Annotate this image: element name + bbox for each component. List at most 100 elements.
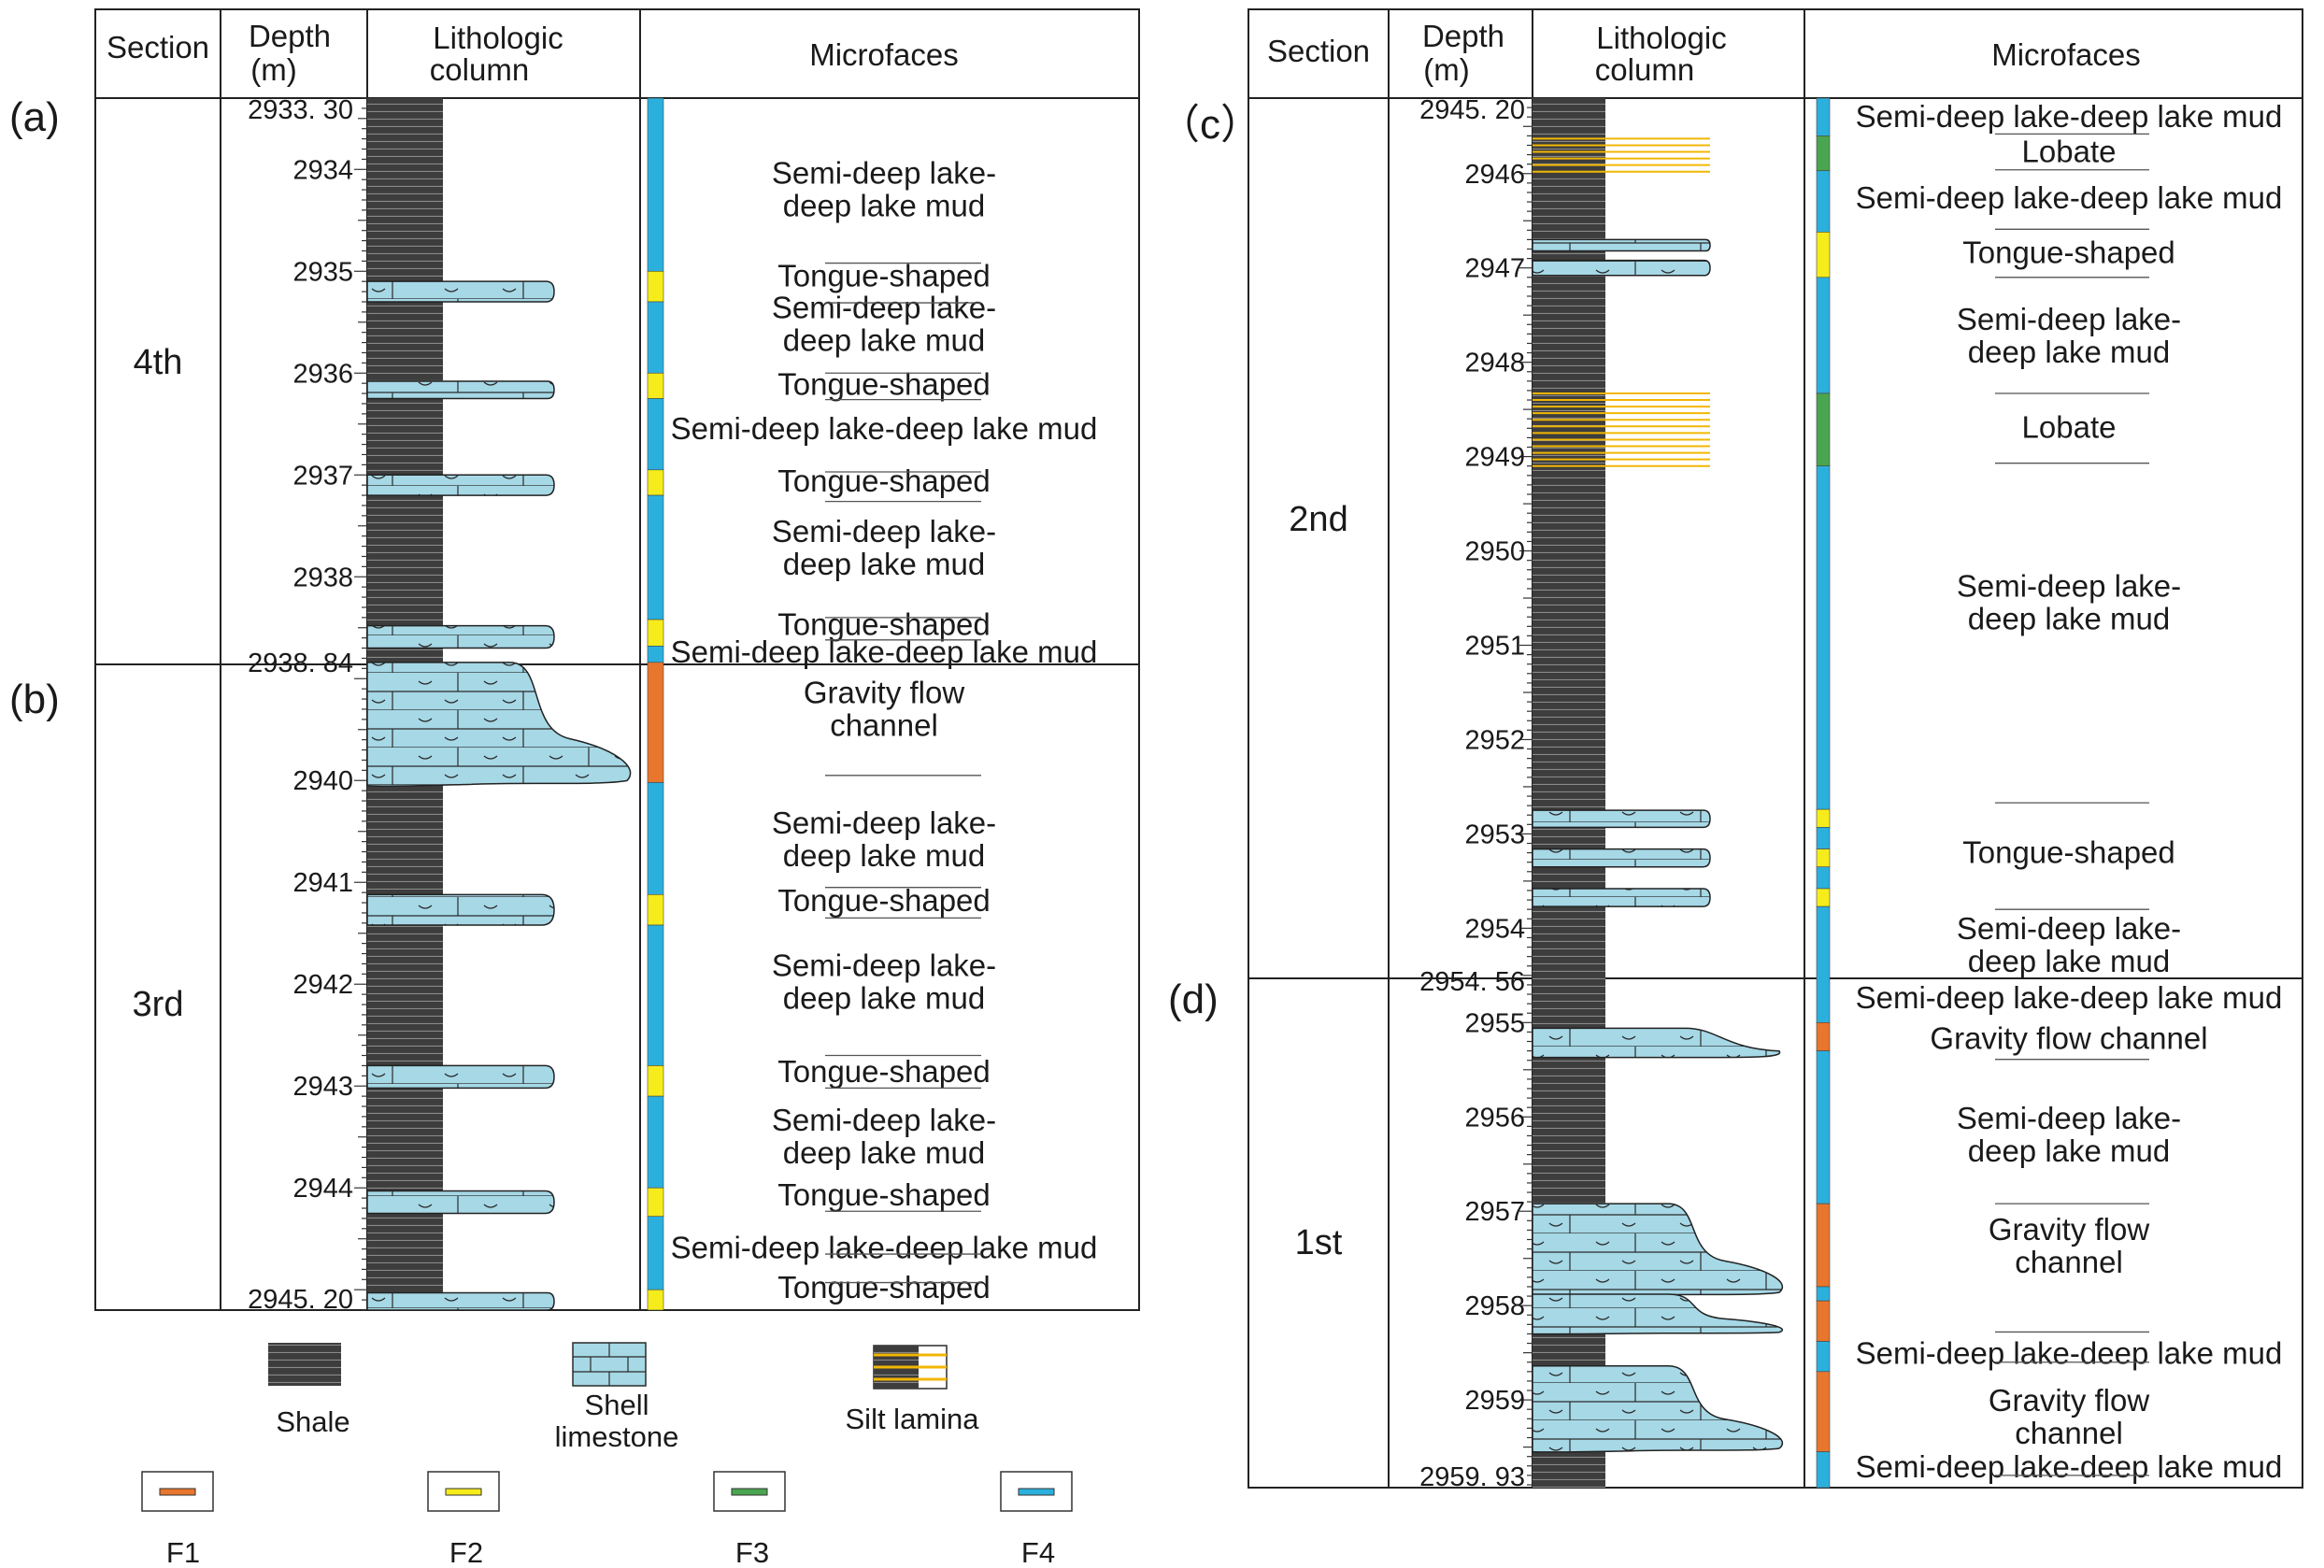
microfacies-label: deep lake mud [783, 981, 985, 1016]
microfacies-label: deep lake mud [1968, 1133, 2170, 1168]
legend-shale-swatch [268, 1343, 341, 1386]
depth-label: 2940 [292, 766, 353, 796]
shell-limestone-bed [366, 893, 555, 926]
left-table-frame [94, 8, 1140, 1311]
facies-bar-segment [1816, 848, 1831, 868]
microfacies-label: Tongue-shaped [777, 1177, 991, 1212]
left-table: Section Depth (m) Lithologic column Micr… [94, 8, 1140, 1315]
right-header-section: Section [1267, 34, 1370, 68]
microfacies-label: Semi-deep lake-deep lake mud [1856, 1449, 2283, 1484]
shell-limestone-bed [366, 662, 632, 787]
depth-label: 2953 [1464, 820, 1525, 849]
facies-bar-segment [1816, 135, 1831, 172]
facies-bar-segment [1816, 465, 1831, 810]
shell-limestone-bed [1532, 1027, 1781, 1059]
microfacies-label: Semi-deep lake- [1957, 911, 2181, 946]
microfacies-label: deep lake mud [783, 189, 985, 223]
facies-bar-segment [1816, 1341, 1831, 1373]
shell-limestone-bed [1532, 238, 1711, 252]
depth-label: 2954. 56 [1419, 967, 1525, 997]
shell-limestone-bed [1532, 1203, 1784, 1298]
facies-bar-segment [647, 270, 664, 303]
shell-limestone-bed [366, 1190, 555, 1215]
facies-bar-segment [647, 1216, 664, 1290]
legend-f4-label: F4 [1021, 1536, 1055, 1568]
section-label: 2nd [1289, 500, 1347, 539]
microfacies-label: Gravity flow [1989, 1383, 2150, 1418]
depth-label: 2952 [1464, 725, 1525, 755]
microfacies-label: deep lake mud [1968, 335, 2170, 369]
microfacies-label: Semi-deep lake-deep lake mud [1856, 99, 2283, 134]
microfacies-label: Tongue-shaped [777, 463, 991, 498]
shell-limestone-bed [1532, 809, 1711, 829]
microfacies-label: Tongue-shaped [777, 1054, 991, 1089]
depth-label: 2959 [1464, 1386, 1525, 1416]
microfacies-label: deep lake mud [783, 547, 985, 581]
legend-f3-label: F3 [735, 1536, 769, 1568]
depth-label: 2942 [292, 970, 353, 1000]
right-content: 2nd 1st 2945. 20 2946 2947 2948 2949 2950 2951 29… [1289, 95, 2282, 1492]
left-header-litho: Lithologic [433, 21, 563, 55]
depth-label: 2943 [292, 1072, 353, 1102]
facies-bar-segment [1816, 808, 1831, 828]
facies-bar-segment [1816, 97, 1831, 136]
shell-limestone-bed [1532, 888, 1711, 907]
left-header-litho-2: column [430, 52, 529, 87]
left-header-microfacies: Microfaces [809, 37, 959, 72]
panel-label-d: (d) [1168, 976, 1219, 1022]
legend-shell-label-2: limestone [555, 1420, 679, 1453]
depth-label: 2956 [1464, 1103, 1525, 1133]
microfacies-label: Semi-deep lake-deep lake mud [1856, 1336, 2283, 1371]
depth-label: 2933. 30 [248, 95, 353, 125]
depth-label: 2959. 93 [1419, 1462, 1525, 1492]
microfacies-label: Tongue-shaped [777, 259, 991, 293]
microfacies-label: channel [830, 707, 938, 742]
panel-label-c: （c） [1159, 102, 1262, 148]
depth-label: 2951 [1464, 632, 1525, 662]
panel-label-a: (a) [9, 94, 60, 140]
microfacies-label: deep lake mud [1968, 602, 2170, 636]
facies-bar-segment [647, 782, 664, 895]
depth-label: 2935 [292, 257, 353, 287]
microfacies-label: deep lake mud [783, 838, 985, 873]
facies-bar-segment [647, 1095, 664, 1189]
shell-limestone-bed [366, 1064, 555, 1090]
microfacies-label: Gravity flow [804, 675, 965, 709]
facies-bar-segment [647, 662, 664, 783]
legend-silt-swatch [873, 1345, 948, 1390]
microfacies-label: Semi-deep lake- [1957, 1101, 2181, 1135]
right-table: Section Depth (m) Lithologic column Micr… [1248, 8, 2303, 1492]
depth-label: 2950 [1464, 537, 1525, 567]
microfacies-label: Semi-deep lake- [1957, 302, 2181, 336]
right-header-microfacies: Microfaces [1991, 37, 2141, 72]
depth-label: 2945. 20 [1419, 95, 1525, 125]
shell-limestone-bed [366, 624, 555, 649]
shell-limestone-bed [366, 280, 555, 303]
section-label: 4th [134, 343, 183, 382]
facies-bar-segment [1816, 1022, 1831, 1051]
microfacies-label: channel [2015, 1245, 2123, 1279]
facies-bar-segment [647, 1187, 664, 1218]
microfacies-label: Semi-deep lake- [1957, 569, 2181, 604]
depth-label: 2936 [292, 359, 353, 389]
facies-bar-segment [1816, 1371, 1831, 1452]
microfacies-label: deep lake mud [1968, 944, 2170, 978]
shell-limestone-bed [1532, 848, 1711, 868]
microfacies-label: Semi-deep lake- [772, 948, 996, 983]
microfacies-label: Semi-deep lake-deep lake mud [671, 411, 1098, 446]
shell-limestone-bed [366, 380, 555, 400]
left-header-depth-unit: (m) [250, 52, 296, 87]
microfacies-label: channel [2015, 1416, 2123, 1450]
legend-shale-label: Shale [276, 1405, 349, 1438]
microfacies-label: Lobate [2022, 409, 2117, 444]
depth-label: 2944 [292, 1174, 353, 1204]
left-header-depth: Depth [249, 19, 331, 53]
microfacies-label: Semi-deep lake- [772, 514, 996, 549]
facies-bar-segment [1816, 170, 1831, 233]
depth-label: 2934 [292, 155, 353, 185]
facies-bar-segment [1816, 827, 1831, 849]
legend-f3-swatch [713, 1471, 786, 1512]
facies-bar-segment [647, 1065, 664, 1097]
microfacies-label: Gravity flow [1989, 1212, 2150, 1247]
right-table-frame [1248, 8, 2303, 1489]
